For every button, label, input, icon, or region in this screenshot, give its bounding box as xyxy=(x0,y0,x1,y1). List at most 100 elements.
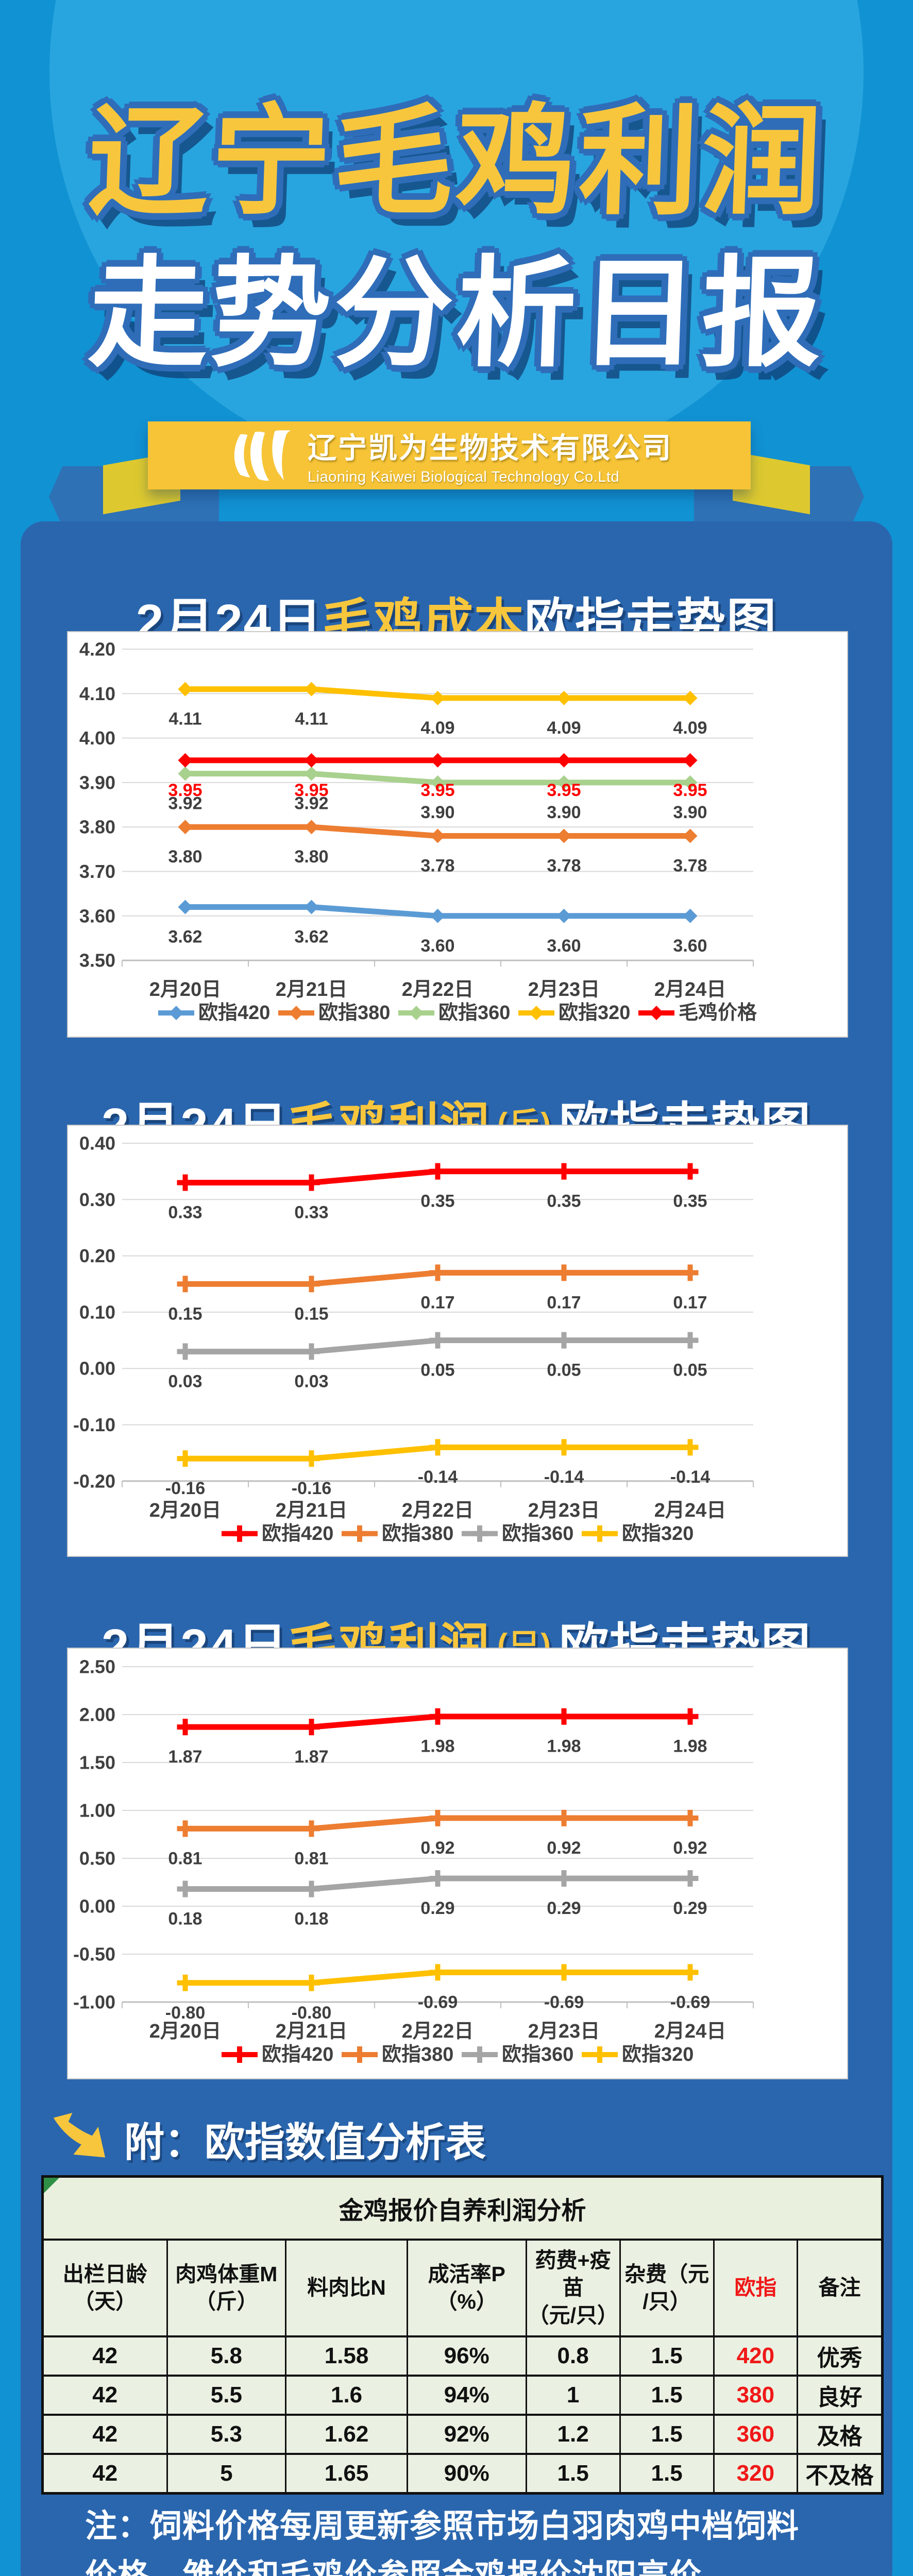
svg-text:欧指380: 欧指380 xyxy=(318,1002,390,1024)
svg-text:2月20日: 2月20日 xyxy=(149,2021,221,2042)
svg-text:1.87: 1.87 xyxy=(168,1747,202,1767)
svg-text:3.90: 3.90 xyxy=(420,803,454,822)
table-header-cell: 成活率P （%） xyxy=(408,2241,527,2335)
svg-text:3.95: 3.95 xyxy=(294,781,328,800)
svg-text:3.80: 3.80 xyxy=(294,847,328,867)
svg-text:-0.69: -0.69 xyxy=(670,1992,711,2012)
svg-text:-0.14: -0.14 xyxy=(418,1467,458,1487)
table-cell: 5.5 xyxy=(168,2376,287,2414)
svg-text:0.33: 0.33 xyxy=(168,1203,202,1223)
table-header-cell: 欧指 xyxy=(715,2241,799,2335)
svg-text:3.95: 3.95 xyxy=(547,781,581,800)
svg-text:-0.69: -0.69 xyxy=(544,1992,584,2012)
table-cell: 1.5 xyxy=(621,2454,715,2492)
svg-text:2.00: 2.00 xyxy=(79,1704,115,1725)
svg-text:欧指420: 欧指420 xyxy=(198,1002,270,1024)
table-cell: 380 xyxy=(715,2376,799,2414)
footnote-line: 注：饲料价格每周更新参照市场白羽肉鸡中档饲料 xyxy=(85,2509,800,2544)
svg-text:0.05: 0.05 xyxy=(420,1361,454,1380)
svg-text:2月21日: 2月21日 xyxy=(276,2021,347,2042)
svg-text:2月23日: 2月23日 xyxy=(528,2021,600,2042)
svg-text:1.50: 1.50 xyxy=(79,1752,115,1773)
svg-text:0.10: 0.10 xyxy=(79,1301,115,1323)
table-row: 42 5.8 1.58 96% 0.8 1.5 420 优秀 xyxy=(44,2337,881,2377)
svg-text:欧指320: 欧指320 xyxy=(622,2044,694,2065)
svg-text:0.03: 0.03 xyxy=(294,1371,328,1391)
table-header-cell: 杂费（元/只） xyxy=(621,2241,715,2335)
svg-text:欧指420: 欧指420 xyxy=(262,2044,333,2065)
svg-text:-0.10: -0.10 xyxy=(73,1414,115,1435)
table-cell: 1 xyxy=(527,2376,621,2414)
svg-text:0.17: 0.17 xyxy=(420,1293,454,1312)
profit-analysis-table: 金鸡报价自养利润分析 出栏日龄 （天） 肉鸡体重M （斤） 料肉比N 成活率P （%） 药费+… xyxy=(41,2175,884,2495)
table-cell: 1.5 xyxy=(621,2337,715,2375)
company-logo-icon xyxy=(234,430,292,481)
svg-text:4.09: 4.09 xyxy=(673,718,707,738)
svg-text:1.87: 1.87 xyxy=(294,1747,328,1767)
svg-text:0.05: 0.05 xyxy=(673,1361,707,1380)
table-cell: 90% xyxy=(408,2454,527,2492)
table-cell: 1.5 xyxy=(527,2454,621,2492)
svg-text:0.40: 0.40 xyxy=(79,1133,115,1154)
svg-text:2月20日: 2月20日 xyxy=(149,1500,221,1521)
svg-text:3.80: 3.80 xyxy=(79,817,115,838)
svg-text:3.78: 3.78 xyxy=(420,856,454,875)
table-cell: 1.65 xyxy=(286,2454,408,2492)
svg-text:0.29: 0.29 xyxy=(420,1899,454,1918)
svg-text:4.09: 4.09 xyxy=(420,718,454,738)
svg-text:3.62: 3.62 xyxy=(294,927,328,947)
svg-text:1.98: 1.98 xyxy=(420,1737,454,1756)
appendix-heading-text: 附：欧指数值分析表 xyxy=(124,2120,486,2165)
table-title: 金鸡报价自养利润分析 xyxy=(44,2178,881,2241)
svg-text:3.60: 3.60 xyxy=(673,936,707,956)
svg-text:2月23日: 2月23日 xyxy=(528,1500,600,1521)
table-header-cell: 肉鸡体重M （斤） xyxy=(168,2241,287,2335)
svg-text:0.29: 0.29 xyxy=(673,1899,707,1918)
svg-text:4.20: 4.20 xyxy=(79,639,115,660)
svg-text:2月24日: 2月24日 xyxy=(654,979,726,1001)
svg-text:-0.16: -0.16 xyxy=(165,1479,206,1498)
header: 辽宁毛鸡利润 走势分析日报 辽宁凯为生物技术有限公司 Liaoning Kaiw… xyxy=(0,0,913,536)
table-cell: 5.3 xyxy=(168,2415,287,2453)
table-header-cell: 药费+疫苗 （元/只） xyxy=(527,2241,621,2335)
poster-title-line2: 走势分析日报 xyxy=(86,247,827,381)
table-row: 42 5 1.65 90% 1.5 1.5 320 不及格 xyxy=(44,2454,881,2492)
table-row: 42 5.5 1.6 94% 1 1.5 380 良好 xyxy=(44,2376,881,2416)
svg-text:0.17: 0.17 xyxy=(673,1293,707,1312)
svg-text:欧指360: 欧指360 xyxy=(502,1523,573,1545)
chart-panel-profit-bird: 2.50 2.00 1.50 1.00 0.50 0.00 -0.50 -1.00 2月20日 2… xyxy=(67,1648,848,2079)
footnote-line: 价格，雏价和毛鸡价参照金鸡报价沈阳高价。 xyxy=(85,2558,735,2576)
table-cell: 42 xyxy=(44,2415,168,2453)
svg-text:2月22日: 2月22日 xyxy=(402,979,474,1001)
table-cell: 320 xyxy=(715,2454,799,2492)
svg-text:0.35: 0.35 xyxy=(547,1192,581,1211)
svg-text:0.17: 0.17 xyxy=(547,1293,581,1312)
svg-text:0.81: 0.81 xyxy=(168,1849,202,1868)
svg-text:0.15: 0.15 xyxy=(294,1304,328,1324)
svg-text:-0.69: -0.69 xyxy=(418,1992,458,2012)
profit-per-jin-line-chart: 0.40 0.30 0.20 0.10 0.00 -0.10 -0.20 2月20日 2月21日… xyxy=(73,1133,754,1545)
svg-text:3.78: 3.78 xyxy=(673,856,707,875)
svg-text:-0.16: -0.16 xyxy=(292,1479,332,1498)
company-text: 辽宁凯为生物技术有限公司 Liaoning Kaiwei Biological … xyxy=(308,425,672,486)
table-cell: 42 xyxy=(44,2337,168,2375)
svg-text:4.11: 4.11 xyxy=(295,709,328,729)
svg-text:3.92: 3.92 xyxy=(294,794,328,814)
svg-text:2月24日: 2月24日 xyxy=(654,2021,726,2042)
svg-text:3.90: 3.90 xyxy=(673,803,707,822)
svg-text:2月21日: 2月21日 xyxy=(276,979,347,1001)
svg-text:0.81: 0.81 xyxy=(294,1849,328,1868)
svg-text:3.95: 3.95 xyxy=(420,781,454,800)
svg-text:-0.80: -0.80 xyxy=(165,2003,206,2023)
table-cell: 1.2 xyxy=(527,2415,621,2453)
table-header-row: 出栏日龄 （天） 肉鸡体重M （斤） 料肉比N 成活率P （%） 药费+疫苗 （元/只） 杂费（元… xyxy=(44,2241,881,2337)
svg-text:0.00: 0.00 xyxy=(79,1896,115,1917)
content-card: 2月24日 毛鸡成本 欧指走势图 4.20 4.10 4.00 3.90 3.80 3.70 3… xyxy=(21,521,892,2576)
company-banner: 辽宁凯为生物技术有限公司 Liaoning Kaiwei Biological … xyxy=(0,407,913,536)
appendix-heading: 附：欧指数值分析表 xyxy=(49,2108,486,2170)
table-cell: 96% xyxy=(408,2337,527,2375)
svg-text:3.90: 3.90 xyxy=(547,803,581,822)
table-cell: 5.8 xyxy=(168,2337,287,2375)
svg-text:4.11: 4.11 xyxy=(168,709,201,729)
svg-text:-1.00: -1.00 xyxy=(73,1992,115,2013)
